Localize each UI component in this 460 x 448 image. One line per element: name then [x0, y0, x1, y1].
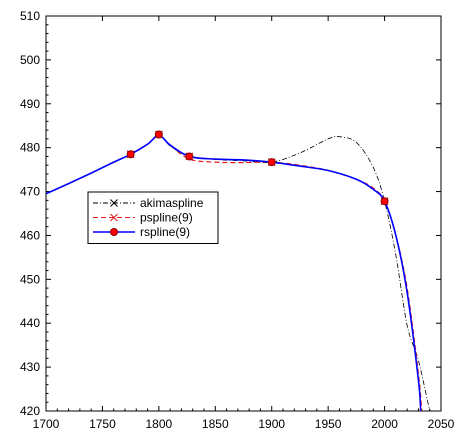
series-line-pspline-9-	[46, 134, 423, 411]
legend-marker-1	[110, 213, 118, 222]
legend-marker-2	[110, 228, 118, 236]
data-point-rspline-9--4	[267, 158, 276, 167]
data-point-rspline-9--5	[380, 197, 389, 206]
y-tick-label-8: 500	[20, 53, 40, 67]
data-point-rspline-9--1	[126, 150, 135, 159]
y-tick-label-0: 420	[20, 404, 40, 418]
y-tick-label-2: 440	[20, 316, 40, 330]
x-tick-label-4: 1900	[258, 417, 285, 431]
plot-frame	[45, 15, 442, 412]
y-tick-label-1: 430	[20, 360, 40, 374]
y-tick-label-5: 470	[20, 185, 40, 199]
y-tick-label-9: 510	[20, 9, 40, 23]
series-line-akimaspline	[46, 134, 431, 411]
legend-marker-0	[110, 199, 118, 207]
legend-label-0: akimaspline	[140, 196, 204, 210]
series-line-rspline-9-	[46, 134, 422, 411]
data-point-rspline-9--3	[185, 152, 194, 161]
x-tick-label-5: 1950	[315, 417, 342, 431]
y-tick-label-6: 480	[20, 141, 40, 155]
y-tick-label-7: 490	[20, 97, 40, 111]
x-tick-label-1: 1750	[89, 417, 116, 431]
x-tick-label-3: 1850	[202, 417, 229, 431]
y-tick-label-4: 460	[20, 228, 40, 242]
legend-label-1: pspline(9)	[140, 211, 193, 225]
data-point-rspline-9--2	[154, 130, 163, 139]
x-tick-label-0: 1700	[33, 417, 60, 431]
x-tick-label-6: 2000	[371, 417, 398, 431]
y-tick-label-3: 450	[20, 272, 40, 286]
x-tick-label-7: 2050	[428, 417, 455, 431]
legend-label-2: rspline(9)	[140, 225, 190, 239]
x-tick-label-2: 1800	[146, 417, 173, 431]
